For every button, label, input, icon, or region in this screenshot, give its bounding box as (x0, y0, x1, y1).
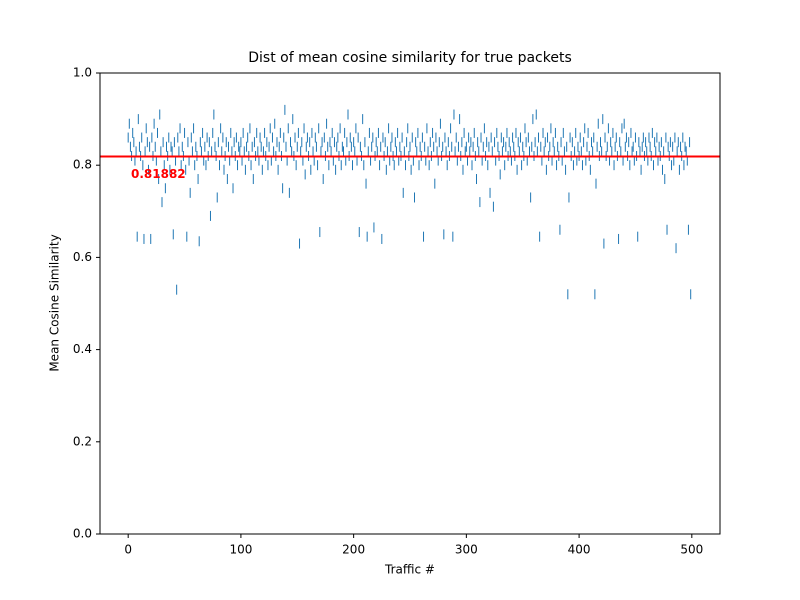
threshold-label: 0.81882 (131, 167, 186, 181)
y-tick-label: 0.2 (73, 434, 92, 448)
y-tick-label: 0.8 (73, 158, 92, 172)
plot-frame (99, 72, 721, 535)
x-tick-label: 100 (229, 543, 252, 557)
y-tick-label: 1.0 (73, 66, 92, 80)
x-axis-label: Traffic # (384, 563, 435, 577)
x-tick-label: 300 (455, 543, 478, 557)
y-tick-label: 0.4 (73, 342, 92, 356)
x-tick-label: 500 (680, 543, 703, 557)
x-tick-label: 400 (568, 543, 591, 557)
y-tick-label: 0.0 (73, 527, 92, 541)
chart-title: Dist of mean cosine similarity for true … (248, 50, 571, 66)
x-tick-label: 200 (342, 543, 365, 557)
x-tick-label: 0 (124, 543, 132, 557)
y-tick-label: 0.6 (73, 250, 92, 264)
y-axis-label: Mean Cosine Similarity (48, 234, 62, 371)
